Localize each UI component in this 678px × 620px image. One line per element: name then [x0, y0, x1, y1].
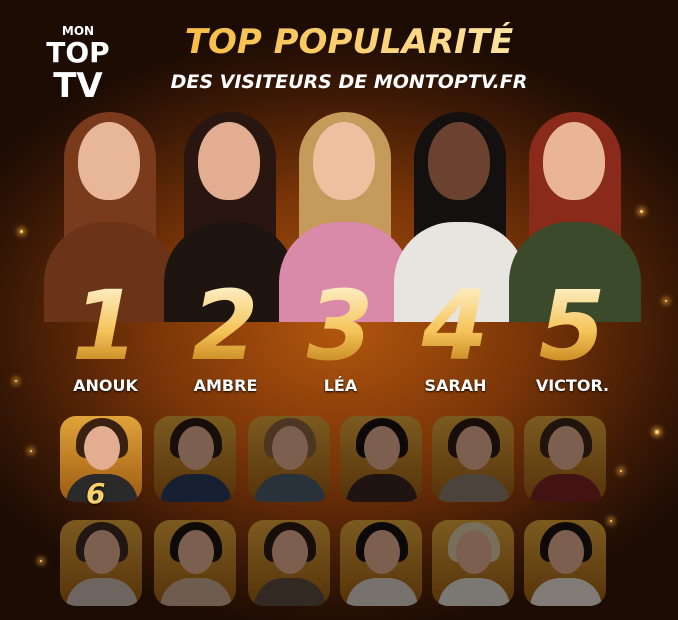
- sparkle: [15, 380, 17, 382]
- portrait-2: [160, 112, 300, 322]
- candidate-card: [154, 416, 236, 502]
- candidate-card: [248, 520, 330, 606]
- logo-text: TV: [53, 66, 103, 106]
- portrait-4: [390, 112, 530, 322]
- portrait-3: [275, 112, 415, 322]
- candidate-card: [524, 520, 606, 606]
- candidate-name: VICTOR.: [535, 376, 610, 395]
- rank-number: 4: [405, 278, 505, 374]
- portrait-1: [40, 112, 180, 322]
- candidate-card: [60, 416, 142, 502]
- candidate-card: [432, 416, 514, 502]
- sparkle: [30, 450, 32, 452]
- sparkle: [610, 520, 612, 522]
- candidate-name: AMBRE: [193, 376, 258, 395]
- candidate-card: [340, 520, 422, 606]
- candidate-name: SARAH: [424, 376, 487, 395]
- candidate-card: [340, 416, 422, 502]
- rank-number: 1: [55, 278, 155, 374]
- logo-text: MON: [61, 24, 95, 38]
- page-subtitle: DES VISITEURS DE MONTOPTV.FR: [170, 71, 528, 93]
- sparkle: [655, 430, 659, 434]
- candidate-card: [248, 416, 330, 502]
- sparkle: [620, 470, 622, 472]
- candidate-card: [60, 520, 142, 606]
- rank-number: 2: [175, 278, 275, 374]
- sparkle: [665, 300, 667, 302]
- logo-text: TOP: [46, 36, 110, 69]
- candidate-name: ANOUK: [73, 376, 138, 395]
- candidate-card: [432, 520, 514, 606]
- rank-6-label: 6: [86, 477, 106, 510]
- sparkle: [640, 210, 643, 213]
- sparkle: [20, 230, 23, 233]
- montoptv-logo: MON TOP TV: [36, 24, 120, 104]
- sparkle: [40, 560, 42, 562]
- candidate-card: [524, 416, 606, 502]
- rank-number: 5: [522, 278, 622, 374]
- candidate-card: [154, 520, 236, 606]
- portrait-5: [505, 112, 645, 322]
- candidate-name: LÉA: [323, 376, 358, 395]
- rank-number: 3: [290, 278, 390, 374]
- page-title: TOP POPULARITÉ: [130, 22, 568, 62]
